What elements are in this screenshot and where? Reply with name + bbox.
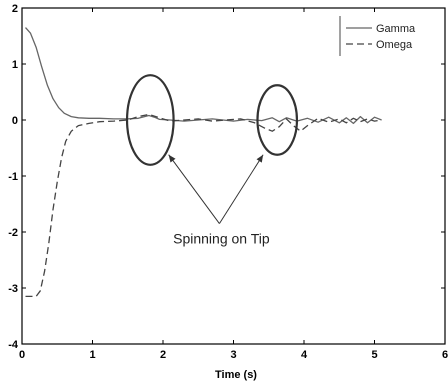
x-tick-label: 0 xyxy=(19,349,25,361)
y-tick-label: -1 xyxy=(8,171,18,183)
annotation-arrowhead-1 xyxy=(168,154,176,163)
annotation-text: Spinning on Tip xyxy=(173,231,270,247)
x-tick-label: 3 xyxy=(230,349,236,361)
x-tick-label: 4 xyxy=(301,349,308,361)
x-tick-label: 5 xyxy=(371,349,377,361)
annotation-arrowhead-2 xyxy=(256,154,264,163)
y-axis-ticks: 2 1 0 -1 -2 -3 -4 xyxy=(8,3,445,351)
legend: Gamma Omega xyxy=(339,16,416,56)
y-tick-label: -4 xyxy=(8,339,19,351)
x-axis-ticks: 0 1 2 3 4 5 6 xyxy=(19,8,448,361)
annotation-arrow-2 xyxy=(218,154,264,224)
y-tick-label: 1 xyxy=(12,59,18,71)
annotation-arrow-1 xyxy=(168,154,220,224)
x-tick-label: 6 xyxy=(442,349,448,361)
y-tick-label: -3 xyxy=(8,283,18,295)
y-tick-label: 2 xyxy=(12,3,18,15)
annotation-circle-1 xyxy=(125,74,175,166)
y-tick-label: 0 xyxy=(12,115,18,127)
x-tick-label: 2 xyxy=(160,349,166,361)
x-axis-label: Time (s) xyxy=(215,369,257,381)
series-layer xyxy=(25,27,382,298)
y-tick-label: -2 xyxy=(8,227,18,239)
x-tick-label: 1 xyxy=(89,349,95,361)
legend-label-omega: Omega xyxy=(376,39,413,51)
series-line-omega xyxy=(25,113,382,298)
legend-label-gamma: Gamma xyxy=(376,23,416,35)
annotation-circle-2 xyxy=(256,84,299,156)
annotation-layer: Spinning on Tip xyxy=(125,74,299,247)
